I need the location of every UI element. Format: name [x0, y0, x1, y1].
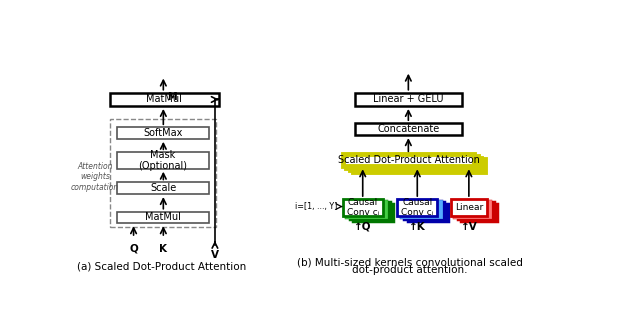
- Text: i=[1, ..., Y]: i=[1, ..., Y]: [294, 202, 337, 211]
- Text: Causal
Conv cᵢ: Causal Conv cᵢ: [346, 198, 379, 217]
- Text: K: K: [159, 244, 167, 253]
- Text: Mask
(Optional): Mask (Optional): [139, 150, 188, 171]
- Text: SoftMax: SoftMax: [143, 128, 183, 138]
- Text: M: M: [167, 92, 177, 102]
- FancyBboxPatch shape: [117, 127, 209, 139]
- Text: Q: Q: [129, 244, 138, 253]
- Text: ↑K: ↑K: [409, 222, 426, 232]
- FancyBboxPatch shape: [350, 158, 481, 170]
- Text: MatMul: MatMul: [147, 94, 182, 104]
- FancyBboxPatch shape: [117, 212, 209, 223]
- Text: Attention
weights
computation: Attention weights computation: [71, 162, 119, 191]
- FancyBboxPatch shape: [401, 201, 440, 217]
- FancyBboxPatch shape: [346, 201, 386, 217]
- Text: Concatenate: Concatenate: [378, 124, 440, 134]
- FancyBboxPatch shape: [397, 199, 437, 216]
- FancyBboxPatch shape: [404, 203, 444, 219]
- FancyBboxPatch shape: [401, 201, 440, 217]
- FancyBboxPatch shape: [451, 199, 486, 216]
- Text: ↑V: ↑V: [461, 222, 477, 232]
- FancyBboxPatch shape: [110, 93, 219, 106]
- Text: dot-product attention.: dot-product attention.: [352, 264, 468, 275]
- Text: V: V: [211, 250, 219, 260]
- FancyBboxPatch shape: [461, 204, 497, 221]
- FancyBboxPatch shape: [408, 204, 447, 221]
- Text: MatMul: MatMul: [145, 212, 181, 222]
- FancyBboxPatch shape: [458, 203, 493, 219]
- Text: Linear: Linear: [455, 203, 483, 212]
- Text: (a) Scaled Dot-Product Attention: (a) Scaled Dot-Product Attention: [77, 262, 246, 272]
- FancyBboxPatch shape: [117, 152, 209, 169]
- Text: Scaled Dot-Product Attention: Scaled Dot-Product Attention: [338, 155, 479, 165]
- FancyBboxPatch shape: [454, 201, 490, 217]
- FancyBboxPatch shape: [353, 204, 393, 221]
- FancyBboxPatch shape: [454, 201, 490, 217]
- Text: (b) Multi-sized kernels convolutional scaled: (b) Multi-sized kernels convolutional sc…: [297, 258, 523, 268]
- Text: ↑Q: ↑Q: [354, 222, 371, 232]
- Text: Linear + GELU: Linear + GELU: [373, 94, 444, 104]
- FancyBboxPatch shape: [355, 123, 462, 135]
- FancyBboxPatch shape: [355, 93, 462, 106]
- FancyBboxPatch shape: [350, 203, 390, 219]
- FancyBboxPatch shape: [343, 199, 383, 216]
- FancyBboxPatch shape: [353, 159, 484, 172]
- FancyBboxPatch shape: [346, 156, 478, 168]
- FancyBboxPatch shape: [343, 154, 474, 167]
- FancyBboxPatch shape: [117, 182, 209, 194]
- Text: Scale: Scale: [150, 183, 176, 193]
- Text: Causal
Conv cᵢ: Causal Conv cᵢ: [401, 198, 433, 217]
- FancyBboxPatch shape: [346, 201, 386, 217]
